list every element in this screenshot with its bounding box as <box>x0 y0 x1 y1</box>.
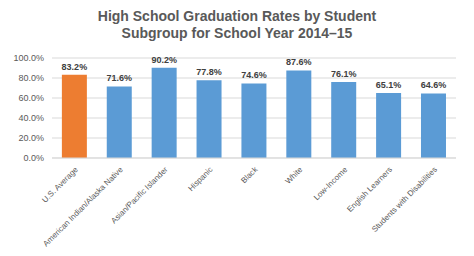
svg-text:77.8%: 77.8% <box>196 67 222 77</box>
svg-text:U.S. Average: U.S. Average <box>40 165 80 205</box>
svg-text:64.6%: 64.6% <box>421 80 447 90</box>
svg-text:76.1%: 76.1% <box>331 69 357 79</box>
html-text:High School Graduation Rates b: High School Graduation Rates by Student … <box>97 8 377 41</box>
svg-text:40.0%: 40.0% <box>18 113 44 123</box>
svg-text:Low-Income: Low-Income <box>312 165 350 203</box>
svg-text:90.2%: 90.2% <box>151 55 177 65</box>
svg-text:American Indian/Alaska Native: American Indian/Alaska Native <box>41 165 125 248</box>
svg-text:65.1%: 65.1% <box>376 80 402 90</box>
svg-text:White: White <box>283 165 304 186</box>
svg-text:Students with Disabilities: Students with Disabilities <box>370 165 439 234</box>
svg-text:87.6%: 87.6% <box>286 57 312 67</box>
svg-text:English Learners: English Learners <box>345 165 394 214</box>
svg-text:Asian/Pacific Islander: Asian/Pacific Islander <box>109 165 170 226</box>
svg-text:100.0%: 100.0% <box>13 53 44 63</box>
svg-text:60.0%: 60.0% <box>18 93 44 103</box>
svg-text:0.0%: 0.0% <box>23 153 44 163</box>
svg-text:Hispanic: Hispanic <box>186 165 214 193</box>
svg-text:20.0%: 20.0% <box>18 133 44 143</box>
svg-text:Black: Black <box>239 164 260 185</box>
svg-text:80.0%: 80.0% <box>18 73 44 83</box>
svg-text:71.6%: 71.6% <box>106 73 132 83</box>
svg-text:83.2%: 83.2% <box>62 62 88 72</box>
svg-text:74.6%: 74.6% <box>241 70 267 80</box>
